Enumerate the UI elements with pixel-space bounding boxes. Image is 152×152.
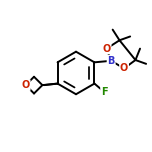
Text: O: O [102,44,111,54]
Text: F: F [101,87,108,97]
Text: O: O [120,63,128,73]
Text: O: O [22,80,30,90]
Text: B: B [107,56,115,66]
